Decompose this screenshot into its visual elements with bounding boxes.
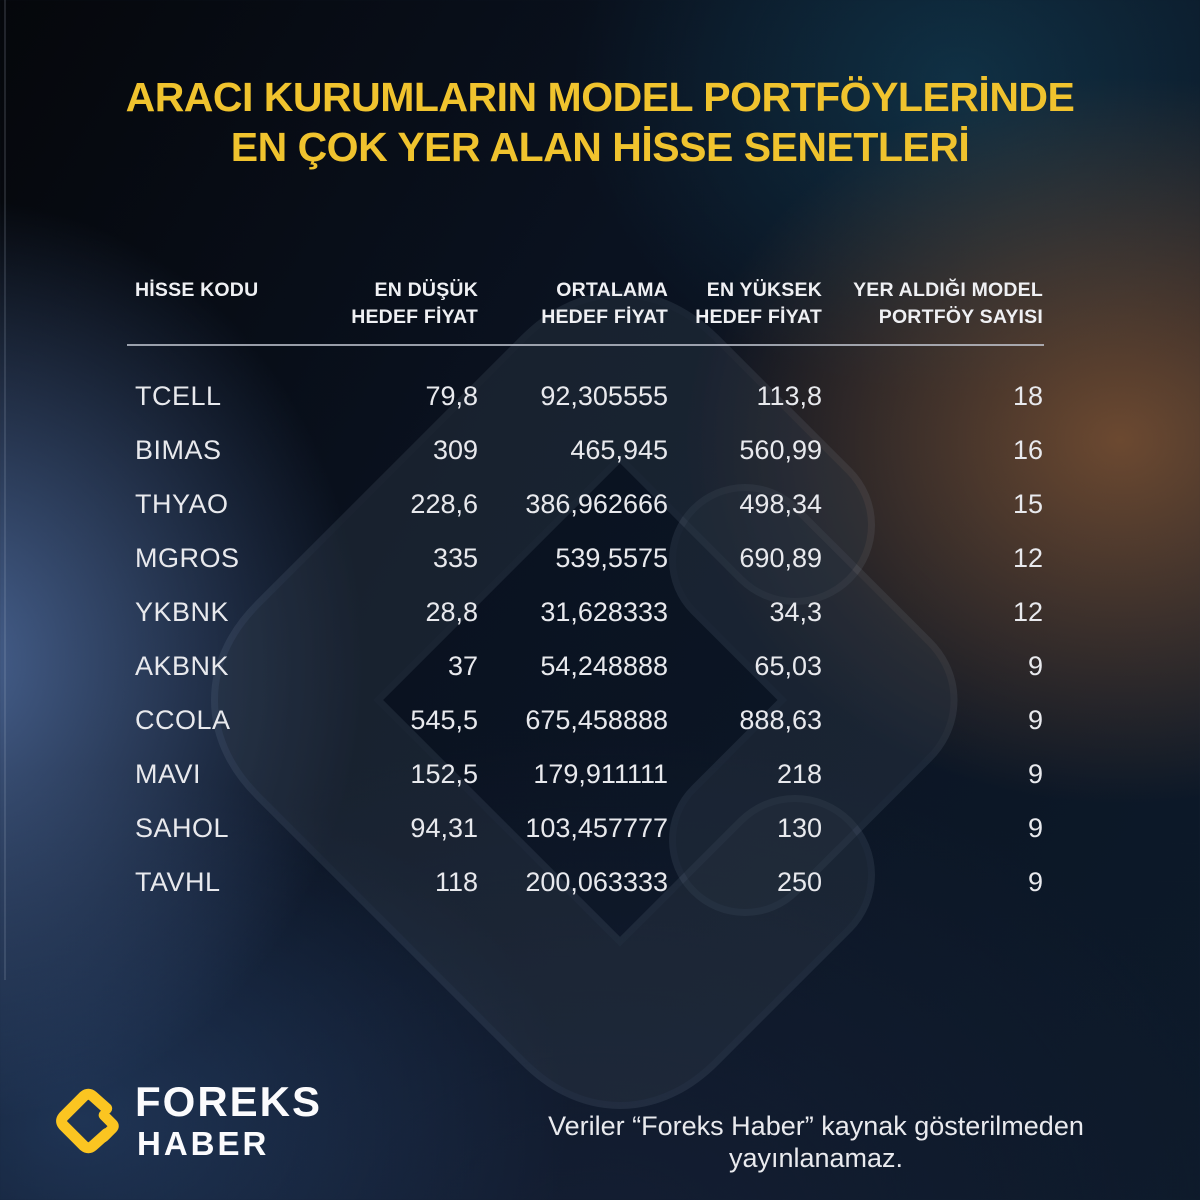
max-target-price: 690,89 [739,542,822,573]
stock-code: MGROS [135,542,240,573]
table-row: MGROS 335 539,5575 690,89 12 [0,531,1200,585]
avg-target-price: 31,628333 [540,596,668,627]
avg-target-price: 539,5575 [555,542,668,573]
table-row: AKBNK 37 54,248888 65,03 9 [0,639,1200,693]
stock-code: BIMAS [135,434,222,465]
logo-text-haber: HABER [137,1125,270,1162]
disclaimer-text: Veriler “Foreks Haber” kaynak gösterilme… [548,1111,1084,1173]
min-target-price: 118 [434,866,478,897]
avg-target-price: 54,248888 [540,650,668,681]
portfolio-count: 9 [1027,650,1043,681]
avg-target-price: 103,457777 [525,812,668,843]
column-header-hisse-kodu: HİSSE KODU [135,279,259,301]
stock-code: TAVHL [135,866,221,897]
column-header-ortalama: ORTALAMA HEDEF FİYAT [541,279,668,328]
avg-target-price: 179,911111 [533,758,668,789]
stock-code: TCELL [135,380,222,411]
logo-text-foreks: FOREKS [135,1078,323,1125]
table-row: CCOLA 545,5 675,458888 888,63 9 [0,693,1200,747]
table-row: TAVHL 118 200,063333 250 9 [0,855,1200,909]
min-target-price: 79,8 [425,380,478,411]
table-header: HİSSE KODU EN DÜŞÜK HEDEF FİYAT ORTALAMA H… [0,277,1200,331]
stock-code: YKBNK [135,596,230,627]
title-line-2: EN ÇOK YER ALAN HİSSE SENETLERİ [230,124,970,170]
min-target-price: 28,8 [425,596,478,627]
max-target-price: 65,03 [754,650,822,681]
left-edge-highlight [4,0,6,980]
portfolio-count: 12 [1012,596,1043,627]
header-divider [127,344,1044,346]
table-body: TCELL 79,8 92,305555 113,8 18 BIMAS 309 … [0,369,1200,909]
page-title: ARACI KURUMLARIN MODEL PORTFÖYLERİNDE EN… [0,72,1200,172]
stock-code: AKBNK [135,650,230,681]
min-target-price: 309 [432,434,478,465]
stock-code: MAVI [135,758,202,789]
max-target-price: 34,3 [769,596,822,627]
portfolio-count: 9 [1027,812,1043,843]
min-target-price: 335 [432,542,478,573]
portfolio-count: 12 [1012,542,1043,573]
portfolio-count: 16 [1012,434,1043,465]
table-row: MAVI 152,5 179,911111 218 9 [0,747,1200,801]
max-target-price: 250 [776,866,822,897]
portfolio-count: 9 [1027,866,1043,897]
avg-target-price: 675,458888 [525,704,668,735]
column-header-portfoy-sayisi: YER ALDIĞI MODEL PORTFÖY SAYISI [853,279,1043,328]
table-row: SAHOL 94,31 103,457777 130 9 [0,801,1200,855]
max-target-price: 888,63 [739,704,822,735]
portfolio-count: 9 [1027,704,1043,735]
min-target-price: 37 [447,650,478,681]
max-target-price: 218 [776,758,822,789]
title-line-1: ARACI KURUMLARIN MODEL PORTFÖYLERİNDE [125,74,1075,120]
table-row: TCELL 79,8 92,305555 113,8 18 [0,369,1200,423]
min-target-price: 94,31 [410,812,478,843]
min-target-price: 228,6 [410,488,478,519]
avg-target-price: 200,063333 [525,866,668,897]
max-target-price: 130 [776,812,822,843]
avg-target-price: 92,305555 [540,380,668,411]
max-target-price: 113,8 [756,380,822,411]
column-header-en-yuksek: EN YÜKSEK HEDEF FİYAT [695,279,822,328]
stock-code: CCOLA [135,704,231,735]
portfolio-count: 18 [1012,380,1043,411]
avg-target-price: 465,945 [570,434,668,465]
table-row: YKBNK 28,8 31,628333 34,3 12 [0,585,1200,639]
min-target-price: 545,5 [410,704,478,735]
foreks-logo-icon [56,1088,119,1154]
min-target-price: 152,5 [410,758,478,789]
portfolio-count: 9 [1027,758,1043,789]
max-target-price: 560,99 [739,434,822,465]
column-header-en-dusuk: EN DÜŞÜK HEDEF FİYAT [351,279,478,328]
table-row: BIMAS 309 465,945 560,99 16 [0,423,1200,477]
portfolio-count: 15 [1012,488,1043,519]
table-row: THYAO 228,6 386,962666 498,34 15 [0,477,1200,531]
stock-code: SAHOL [135,812,230,843]
stock-code: THYAO [135,488,229,519]
avg-target-price: 386,962666 [525,488,668,519]
max-target-price: 498,34 [739,488,822,519]
